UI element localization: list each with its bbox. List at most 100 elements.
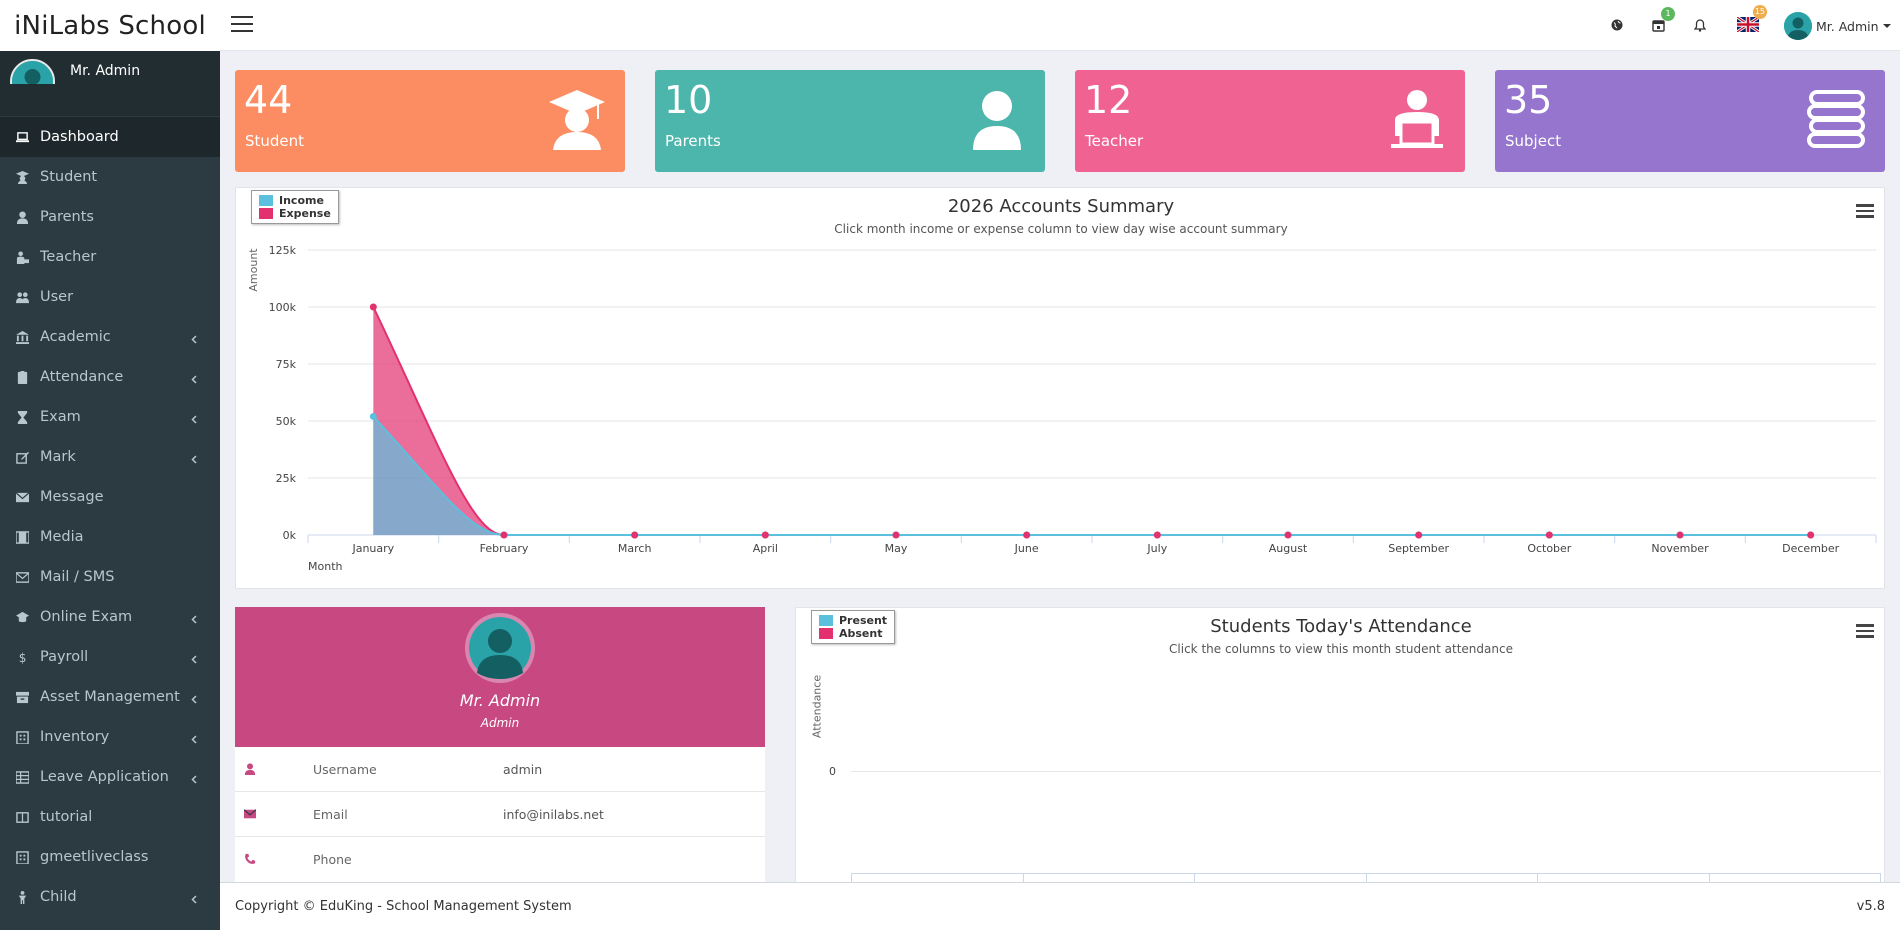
sidebar-item-label: Student xyxy=(40,169,98,185)
legend-label: Expense xyxy=(279,207,331,220)
chevron-left-icon xyxy=(191,452,197,464)
sidebar-item-user[interactable]: User xyxy=(0,277,220,317)
globe-icon[interactable] xyxy=(1609,17,1625,33)
stat-card-parents[interactable]: 10 Parents xyxy=(655,70,1045,172)
app-logo[interactable]: iNiLabs School xyxy=(0,0,220,51)
sidebar-item-label: Leave Application xyxy=(40,769,169,785)
sidebar-item-payroll[interactable]: $ Payroll xyxy=(0,637,220,677)
attendance-axis-label: Attendance xyxy=(810,674,824,739)
sidebar-item-mail-sms[interactable]: Mail / SMS xyxy=(0,557,220,597)
point-income xyxy=(1676,531,1684,539)
laptop-icon xyxy=(15,130,29,144)
sidebar-item-label: Asset Management xyxy=(40,689,180,705)
sidebar-item-label: gmeetliveclass xyxy=(40,849,149,865)
profile-role: Admin xyxy=(480,716,520,730)
point-expense xyxy=(1807,531,1815,539)
stat-card-student[interactable]: 44 Student xyxy=(235,70,625,172)
sidebar-item-label: Online Exam xyxy=(40,609,133,625)
stat-value: 12 xyxy=(1084,78,1133,122)
attendance-legend: Present Absent xyxy=(811,610,896,644)
sidebar-item-tutorial[interactable]: tutorial xyxy=(0,797,220,837)
sidebar-item-asset-management[interactable]: Asset Management xyxy=(0,677,220,717)
point-income xyxy=(1023,531,1031,539)
sidebar-item-child[interactable]: Child xyxy=(0,877,220,917)
child-icon xyxy=(15,890,29,904)
uk-flag-icon[interactable]: 15 xyxy=(1736,5,1767,34)
app-title: iNiLabs School xyxy=(14,10,206,41)
profile-field-label: Phone xyxy=(313,852,352,867)
sidebar-item-dashboard[interactable]: Dashboard xyxy=(0,117,220,157)
footer-copyright: Copyright © EduKing - School Management … xyxy=(235,899,572,914)
chevron-left-icon xyxy=(191,412,197,424)
sidebar: Mr. Admin ★ Admin Dashboard Student Parent… xyxy=(0,51,220,930)
profile-details: Username admin Email info@inilabs.net Phone xyxy=(235,747,765,882)
chevron-left-icon xyxy=(191,652,197,664)
envelope-icon xyxy=(243,808,257,820)
stat-card-teacher[interactable]: 12 Teacher xyxy=(1075,70,1465,172)
bell-icon[interactable] xyxy=(1692,17,1708,33)
cap-icon xyxy=(15,610,29,624)
svg-text:$: $ xyxy=(18,651,26,664)
profile-row-phone: Phone xyxy=(235,837,765,882)
sidebar-item-academic[interactable]: Academic xyxy=(0,317,220,357)
attendance-chart-subtitle: Click the columns to view this month stu… xyxy=(1169,642,1513,656)
calendar-badge: 1 xyxy=(1661,7,1675,21)
sidebar-item-label: Exam xyxy=(40,409,81,425)
sidebar-item-label: Parents xyxy=(40,209,94,225)
point-income xyxy=(631,531,639,539)
sidebar-item-teacher[interactable]: Teacher xyxy=(0,237,220,277)
attendance-x-tick xyxy=(1022,873,1024,883)
chart-menu-icon[interactable] xyxy=(1856,204,1874,218)
attendance-y-tick: 0 xyxy=(829,765,836,778)
film-icon xyxy=(15,530,29,544)
point-expense xyxy=(1415,531,1423,539)
y-tick-label: 0k xyxy=(283,529,297,542)
chevron-left-icon xyxy=(191,372,197,384)
attendance-x-tick xyxy=(1365,873,1367,883)
user-menu-dropdown[interactable]: Mr. Admin xyxy=(1784,12,1891,40)
point-expense xyxy=(892,531,900,539)
legend-item-absent[interactable]: Absent xyxy=(819,627,887,640)
sidebar-item-online-exam[interactable]: Online Exam xyxy=(0,597,220,637)
attendance-x-tick xyxy=(1194,873,1195,883)
chevron-left-icon xyxy=(191,772,197,784)
accounts-summary-panel: Income Expense 2026 Accounts Summary Cli… xyxy=(235,187,1885,589)
legend-item-income[interactable]: Income xyxy=(259,194,331,207)
header-avatar xyxy=(1784,12,1812,40)
accounts-chart-subtitle: Click month income or expense column to … xyxy=(834,222,1288,236)
footer-version: v5.8 xyxy=(1856,899,1885,914)
sidebar-toggle-icon[interactable] xyxy=(231,16,253,32)
y-tick-label: 125k xyxy=(269,244,297,257)
sidebar-item-gmeetliveclass[interactable]: gmeetliveclass xyxy=(0,837,220,877)
legend-item-present[interactable]: Present xyxy=(819,614,887,627)
sidebar-item-parents[interactable]: Parents xyxy=(0,197,220,237)
sidebar-item-message[interactable]: Message xyxy=(0,477,220,517)
envelope-icon xyxy=(15,490,29,504)
accounts-legend: Income Expense xyxy=(251,190,339,224)
chevron-left-icon xyxy=(191,732,197,744)
chart-menu-icon[interactable] xyxy=(1856,624,1874,638)
line-expense xyxy=(372,306,1811,536)
attendance-x-tick xyxy=(1708,873,1710,883)
point-expense xyxy=(1153,531,1161,539)
sidebar-item-inventory[interactable]: Inventory xyxy=(0,717,220,757)
legend-item-expense[interactable]: Expense xyxy=(259,207,331,220)
stat-card-subject[interactable]: 35 Subject xyxy=(1495,70,1885,172)
sidebar-item-leave-application[interactable]: Leave Application xyxy=(0,757,220,797)
sidebar-item-mark[interactable]: Mark xyxy=(0,437,220,477)
sidebar-item-label: Attendance xyxy=(40,369,124,385)
chevron-left-icon xyxy=(191,692,197,704)
profile-name: Mr. Admin xyxy=(459,691,541,710)
x-tick-label: July xyxy=(1146,542,1167,555)
calendar-icon[interactable]: 1 xyxy=(1650,7,1675,33)
dollar-icon: $ xyxy=(15,650,29,664)
sidebar-item-exam[interactable]: Exam xyxy=(0,397,220,437)
accounts-chart[interactable]: 0k 25k 50k 75k 100k 125k January February March A… xyxy=(236,188,1886,590)
sidebar-item-student[interactable]: Student xyxy=(0,157,220,197)
archive-icon xyxy=(15,690,29,704)
x-tick-label: January xyxy=(351,542,394,555)
sidebar-item-media[interactable]: Media xyxy=(0,517,220,557)
sidebar-item-attendance[interactable]: Attendance xyxy=(0,357,220,397)
y-tick-label: 75k xyxy=(276,358,297,371)
sidebar-item-label: Child xyxy=(40,889,77,905)
